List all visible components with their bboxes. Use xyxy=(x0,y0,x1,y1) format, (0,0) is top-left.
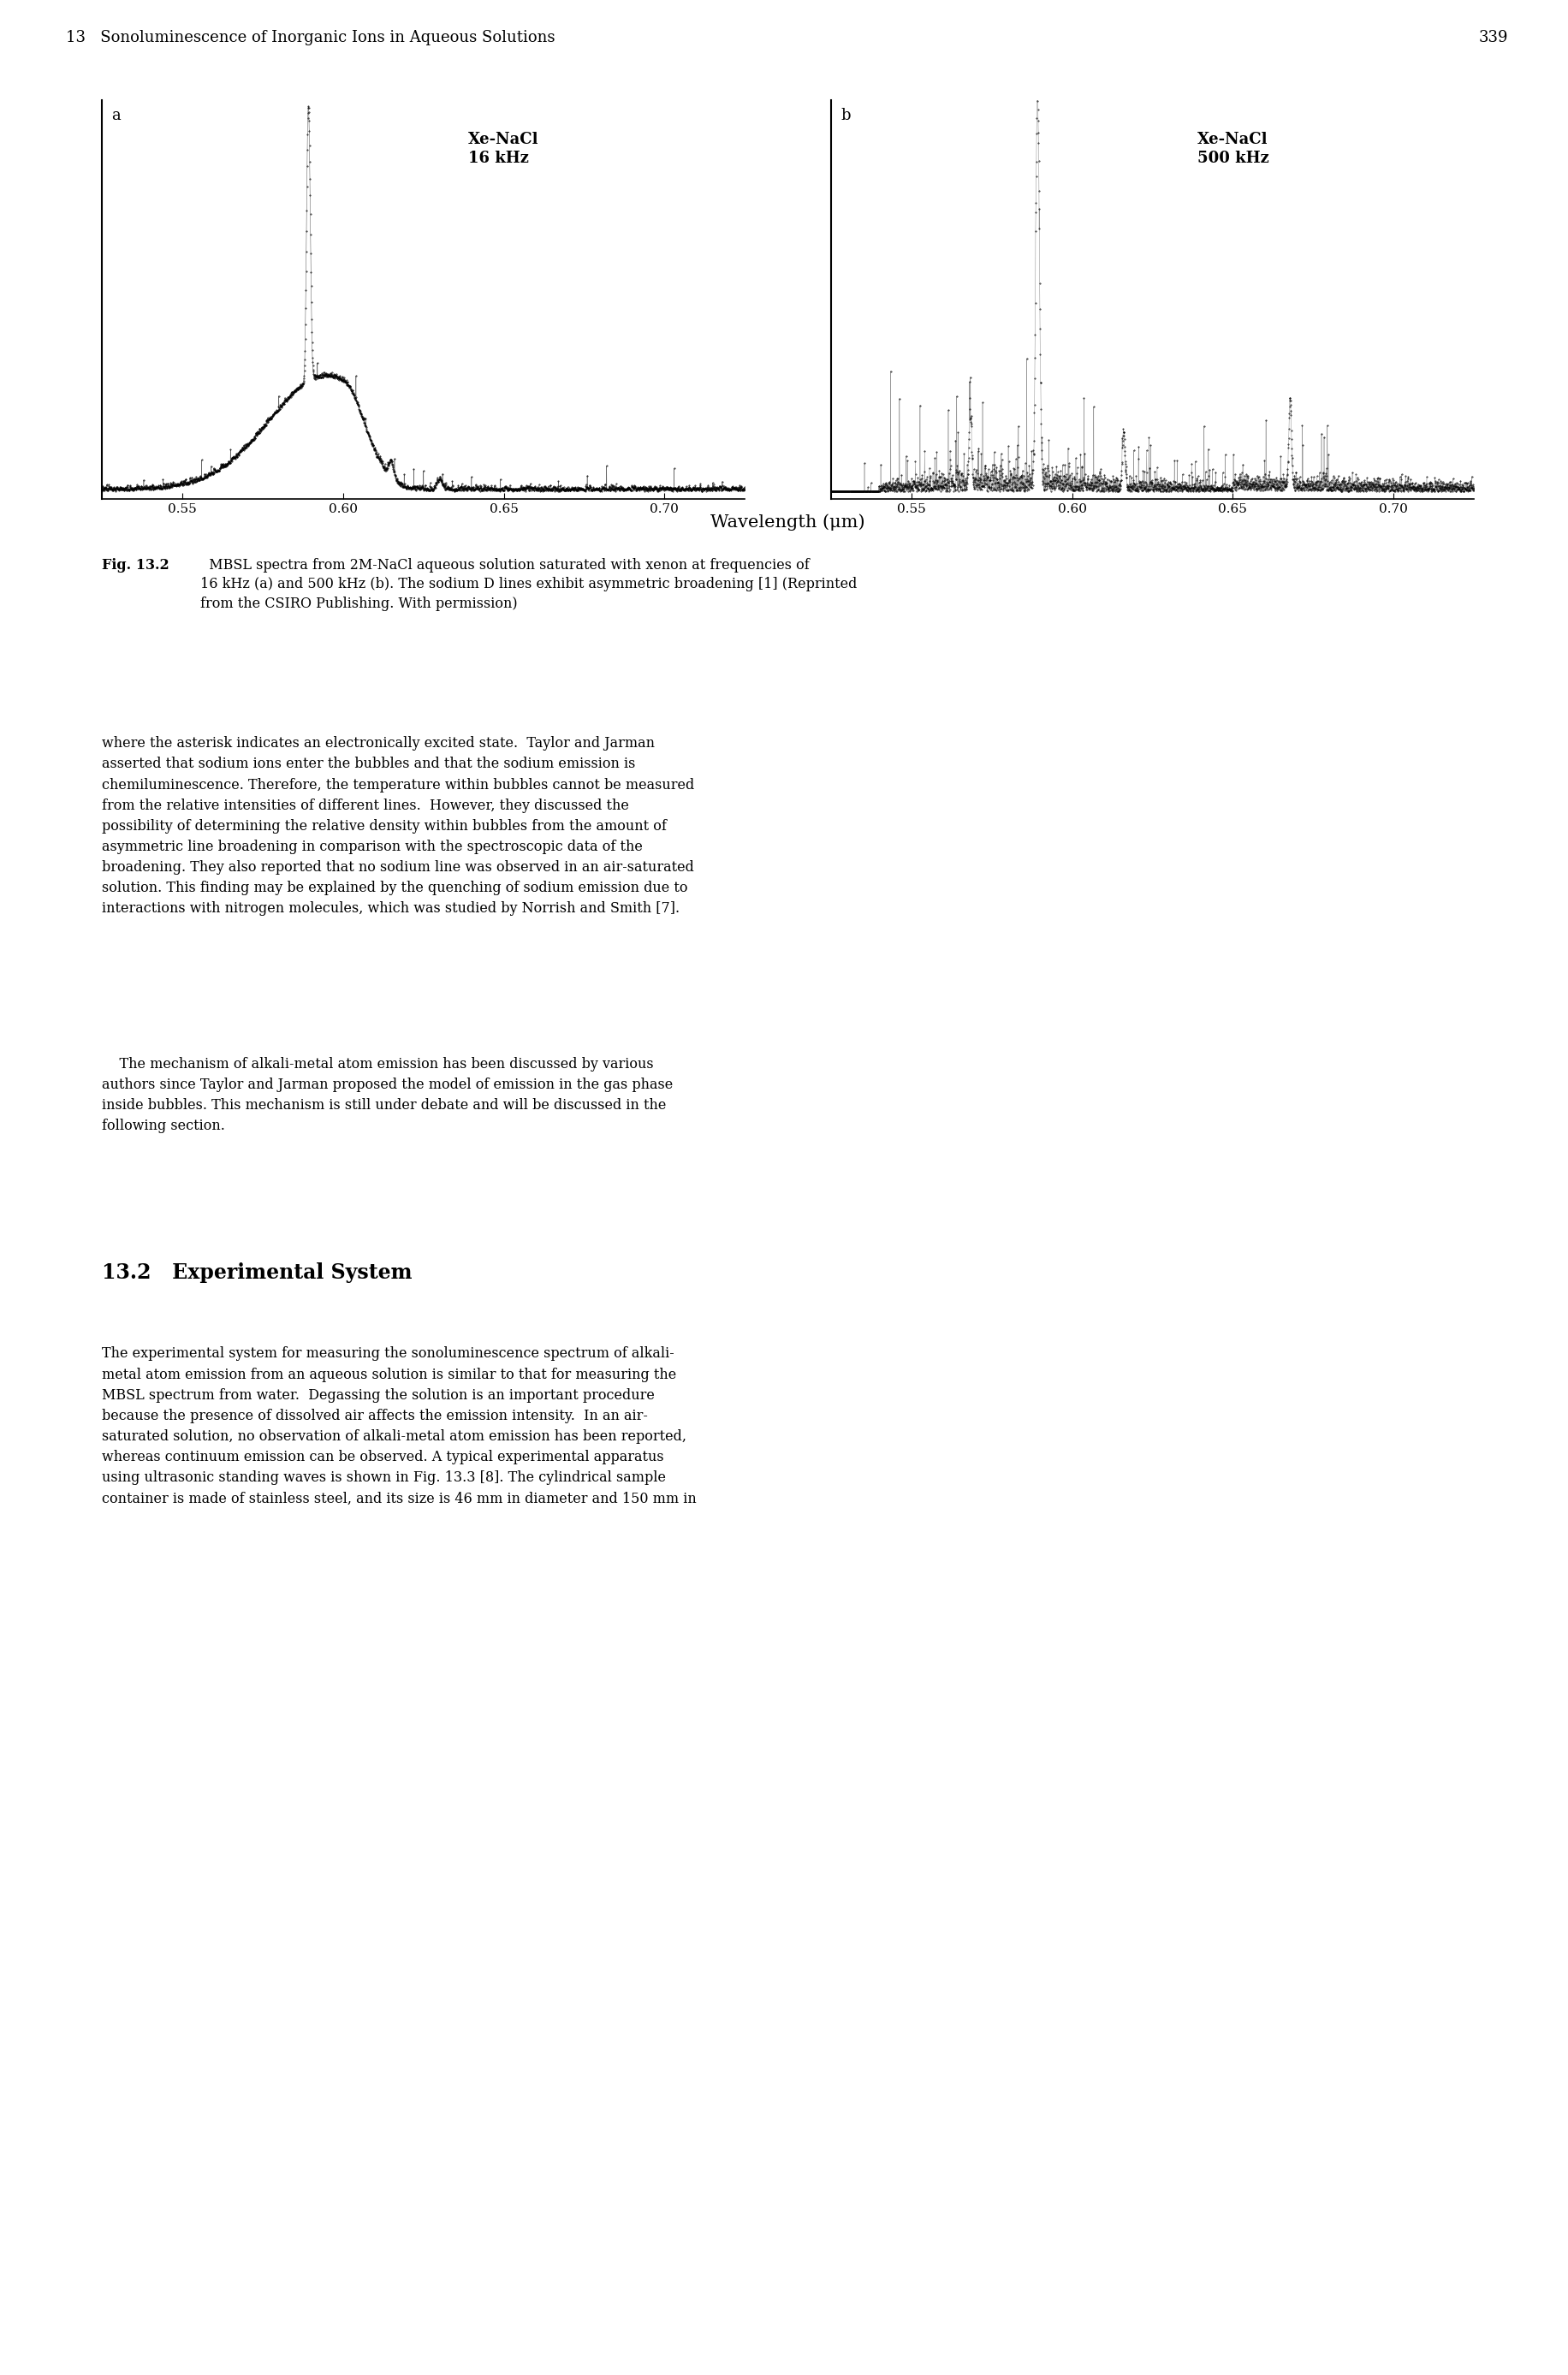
Text: b: b xyxy=(840,107,850,124)
Text: 339: 339 xyxy=(1479,31,1508,45)
Text: Xe-NaCl
16 kHz: Xe-NaCl 16 kHz xyxy=(469,131,539,166)
Text: The experimental system for measuring the sonoluminescence spectrum of alkali-
m: The experimental system for measuring th… xyxy=(102,1347,696,1506)
Text: 13   Sonoluminescence of Inorganic Ions in Aqueous Solutions: 13 Sonoluminescence of Inorganic Ions in… xyxy=(66,31,555,45)
Text: MBSL spectra from 2M-NaCl aqueous solution saturated with xenon at frequencies o: MBSL spectra from 2M-NaCl aqueous soluti… xyxy=(201,558,858,610)
Text: Xe-NaCl
500 kHz: Xe-NaCl 500 kHz xyxy=(1198,131,1269,166)
Text: where the asterisk indicates an electronically excited state.  Taylor and Jarman: where the asterisk indicates an electron… xyxy=(102,736,695,917)
Text: 13.2   Experimental System: 13.2 Experimental System xyxy=(102,1264,412,1283)
Text: a: a xyxy=(111,107,121,124)
Text: Wavelength (μm): Wavelength (μm) xyxy=(710,513,866,532)
Text: Fig. 13.2: Fig. 13.2 xyxy=(102,558,169,572)
Text: The mechanism of alkali-metal atom emission has been discussed by various
author: The mechanism of alkali-metal atom emiss… xyxy=(102,1057,673,1133)
